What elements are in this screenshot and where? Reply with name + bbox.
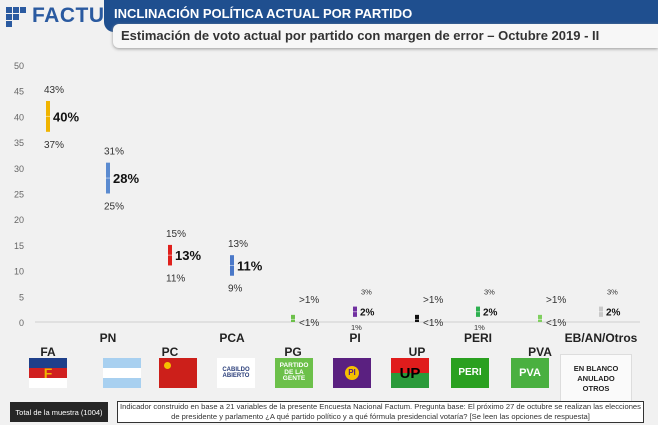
page-subtitle: Estimación de voto actual por partido co… (121, 28, 600, 43)
subtitle-bar: Estimación de voto actual por partido co… (113, 24, 658, 48)
eb-line: EN BLANCO (573, 363, 619, 373)
high-label: 3% (361, 288, 372, 297)
high-label: 3% (607, 288, 618, 297)
low-label: <1% (299, 318, 319, 329)
low-label: 9% (228, 284, 243, 295)
party-label: PN (99, 331, 117, 345)
flag-pc (159, 358, 197, 388)
low-label: 1% (474, 323, 485, 332)
value-label: 2% (483, 308, 498, 319)
brand-name: FACTUM (32, 4, 123, 27)
y-tick-label: 15 (14, 241, 24, 251)
logo-pg: PARTIDO DE LA GENTE (275, 358, 313, 388)
low-label: <1% (546, 318, 566, 329)
y-tick-label: 40 (14, 112, 24, 122)
high-label: 43% (44, 85, 64, 96)
value-label: 2% (606, 308, 621, 319)
value-label: 40% (53, 109, 79, 124)
party-label: PC (161, 345, 179, 359)
y-tick-label: 0 (19, 318, 24, 328)
y-tick-label: 20 (14, 215, 24, 225)
flag-fa: F (29, 358, 67, 388)
page-title: INCLINACIÓN POLÍTICA ACTUAL POR PARTIDO (114, 6, 413, 21)
sample-total: Total de la muestra (1004) (10, 402, 108, 422)
low-label: 11% (166, 273, 185, 284)
logo-pca: CABILDO ABIERTO (217, 358, 255, 388)
logo-pva: PVA (511, 358, 549, 388)
party-label: PI (349, 331, 361, 345)
high-label: 3% (484, 288, 495, 297)
y-tick-label: 10 (14, 267, 24, 277)
low-label: 1% (351, 323, 362, 332)
eb-an-otros-box: EN BLANCO ANULADO OTROS (560, 354, 632, 404)
methodology-note: Indicador construido en base a 21 variab… (117, 401, 644, 423)
high-label: 31% (104, 147, 124, 158)
y-tick-label: 25 (14, 190, 24, 200)
logo-mark-icon (6, 5, 28, 27)
an-line: ANULADO (577, 373, 615, 383)
y-tick-label: 5 (19, 292, 24, 302)
factum-logo: FACTUM (6, 4, 123, 28)
high-label: >1% (299, 295, 319, 306)
logo-pi: PI (333, 358, 371, 388)
y-tick-label: 50 (14, 61, 24, 71)
y-tick-label: 35 (14, 138, 24, 148)
value-label: 11% (237, 258, 263, 273)
low-label: <1% (423, 318, 443, 329)
party-label: PERI (463, 331, 492, 345)
value-label: 2% (360, 308, 375, 319)
party-label: PVA (528, 345, 552, 359)
logo-up: UP (391, 358, 429, 388)
high-label: 13% (228, 239, 248, 250)
value-label: 13% (175, 248, 201, 263)
party-label: EB/AN/Otros (564, 331, 638, 345)
pi-logo-text: PI (345, 366, 359, 380)
y-tick-label: 30 (14, 164, 24, 174)
high-label: >1% (546, 295, 566, 306)
high-label: >1% (423, 295, 443, 306)
otros-line: OTROS (582, 384, 610, 394)
low-label: 37% (44, 140, 64, 151)
logo-peri: PERI (451, 358, 489, 388)
party-label: FA (40, 345, 56, 359)
y-tick-label: 45 (14, 87, 24, 97)
high-label: 15% (166, 229, 186, 240)
party-label: UP (408, 345, 426, 359)
value-label: 28% (113, 171, 139, 186)
flag-pn (103, 358, 141, 388)
party-label: PG (284, 345, 302, 359)
low-label: 25% (104, 202, 124, 213)
party-label: PCA (219, 331, 245, 345)
